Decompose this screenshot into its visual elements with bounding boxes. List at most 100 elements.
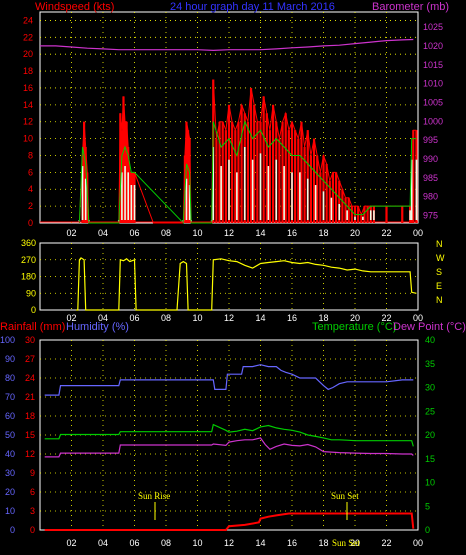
direction-line	[76, 257, 417, 311]
humidity-axis-title: Humidity (%)	[66, 321, 129, 333]
humidity-tick-label: 50	[5, 430, 15, 440]
x-tick-label: 16	[287, 313, 297, 323]
direction-tick-label: 360	[21, 238, 36, 248]
rainfall-y-axis-ticks: 0 3 6 9 12 15 18 21 24 27 30	[25, 335, 35, 535]
barometer-tick-label: 1025	[423, 22, 443, 32]
direction-series	[76, 257, 417, 311]
x-tick-label: 14	[255, 313, 265, 323]
temperature-y-axis-ticks: 0 5 10 15 20 25 30 35 40	[425, 335, 435, 535]
rainfall-tick-label: 27	[25, 354, 35, 364]
temperature-tick-label: 25	[425, 406, 435, 416]
dewpoint-axis-title: Dew Point (°C)	[393, 321, 466, 333]
humidity-line	[44, 364, 414, 396]
climate-x-axis-ticks: 02 04 06 08 10 12 14 16 18 20 22 00	[66, 538, 423, 548]
x-tick-label: 22	[381, 538, 391, 548]
barometer-y-axis-ticks: 975 980 985 990 995 1000 1005 1010 1015 1020 1025	[423, 22, 443, 220]
rainfall-mm-line	[44, 512, 415, 531]
x-tick-label: 10	[192, 313, 202, 323]
x-tick-label: 12	[224, 538, 234, 548]
rainfall-tick-label: 21	[25, 392, 35, 402]
rainfall-tick-label: 24	[25, 373, 35, 383]
rainfall-axis-title: Rainfall (mm)	[0, 321, 65, 333]
sunrise-label: Sun Rise	[138, 491, 170, 501]
humidity-y-axis-ticks: 0 10 20 30 40 50 60 70 80 90 100	[0, 335, 15, 535]
x-tick-label: 02	[66, 228, 76, 238]
windspeed-tick-label: 20	[23, 49, 33, 59]
humidity-tick-label: 90	[5, 354, 15, 364]
rainfall-tick-label: 15	[25, 430, 35, 440]
compass-label-s: S	[436, 267, 442, 277]
rainfall-tick-label: 9	[30, 468, 35, 478]
x-tick-label: 08	[161, 313, 171, 323]
humidity-tick-label: 20	[5, 487, 15, 497]
rainfall-tick-label: 0	[30, 525, 35, 535]
barometer-tick-label: 1000	[423, 116, 443, 126]
x-tick-label: 04	[98, 313, 108, 323]
x-tick-label: 14	[255, 538, 265, 548]
temperature-tick-label: 0	[425, 525, 430, 535]
x-tick-label: 16	[287, 538, 297, 548]
humidity-tick-label: 80	[5, 373, 15, 383]
barometer-tick-label: 980	[423, 192, 438, 202]
temperature-tick-label: 5	[425, 501, 430, 511]
rainfall-tick-label: 6	[30, 487, 35, 497]
compass-label-n: N	[436, 295, 443, 305]
sunset-small-label: Sun Set	[332, 538, 360, 548]
compass-label-e: E	[436, 281, 442, 291]
x-tick-label: 02	[66, 313, 76, 323]
wind-series	[40, 38, 418, 225]
rainfall-tick-label: 12	[25, 449, 35, 459]
x-tick-label: 18	[318, 538, 328, 548]
windspeed-axis-title: Windspeed (kts)	[35, 1, 114, 13]
x-tick-label: 16	[287, 228, 297, 238]
x-tick-label: 12	[224, 313, 234, 323]
barometer-tick-label: 985	[423, 173, 438, 183]
graph-title: 24 hour graph day 11 March 2016	[170, 1, 335, 13]
windspeed-tick-label: 4	[28, 184, 33, 194]
humidity-tick-label: 10	[5, 506, 15, 516]
direction-grid	[40, 243, 418, 310]
direction-y-axis-ticks: 0 90 180 270 360	[21, 238, 36, 315]
direction-tick-label: 0	[31, 305, 36, 315]
x-tick-label: 22	[381, 313, 391, 323]
humidity-tick-label: 30	[5, 468, 15, 478]
x-tick-label: 08	[161, 538, 171, 548]
x-tick-label: 04	[98, 538, 108, 548]
x-tick-label: 06	[129, 313, 139, 323]
barometer-tick-label: 995	[423, 135, 438, 145]
x-tick-label: 02	[66, 538, 76, 548]
humidity-tick-label: 60	[5, 411, 15, 421]
barometer-tick-label: 990	[423, 154, 438, 164]
x-tick-label: 00	[413, 228, 423, 238]
x-tick-label: 20	[350, 228, 360, 238]
humidity-tick-label: 0	[10, 525, 15, 535]
direction-tick-label: 90	[26, 288, 36, 298]
rainfall-tick-label: 18	[25, 411, 35, 421]
wind-panel: Windspeed (kts) 24 hour graph day 11 Mar…	[23, 1, 449, 238]
barometer-line	[40, 38, 414, 52]
x-tick-label: 12	[224, 228, 234, 238]
x-tick-label: 10	[192, 228, 202, 238]
barometer-tick-label: 975	[423, 210, 438, 220]
direction-tick-label: 180	[21, 272, 36, 282]
windspeed-tick-label: 8	[28, 150, 33, 160]
windspeed-tick-label: 10	[23, 134, 33, 144]
sunset-label: Sun Set	[331, 491, 359, 501]
climate-series	[44, 364, 415, 531]
windspeed-tick-label: 24	[23, 15, 33, 25]
windspeed-tick-label: 12	[23, 117, 33, 127]
temperature-tick-label: 35	[425, 359, 435, 369]
temperature-tick-label: 30	[425, 383, 435, 393]
humidity-tick-label: 40	[5, 449, 15, 459]
temperature-tick-label: 15	[425, 454, 435, 464]
rainfall-tick-label: 30	[25, 335, 35, 345]
compass-label-n: N	[436, 239, 443, 249]
humidity-tick-label: 100	[0, 335, 15, 345]
windspeed-tick-label: 0	[28, 218, 33, 228]
temperature-c-line	[44, 423, 414, 447]
average-line	[78, 120, 417, 225]
x-tick-label: 06	[129, 538, 139, 548]
direction-x-axis-ticks: 02 04 06 08 10 12 14 16 18 20 22 00	[66, 313, 423, 323]
